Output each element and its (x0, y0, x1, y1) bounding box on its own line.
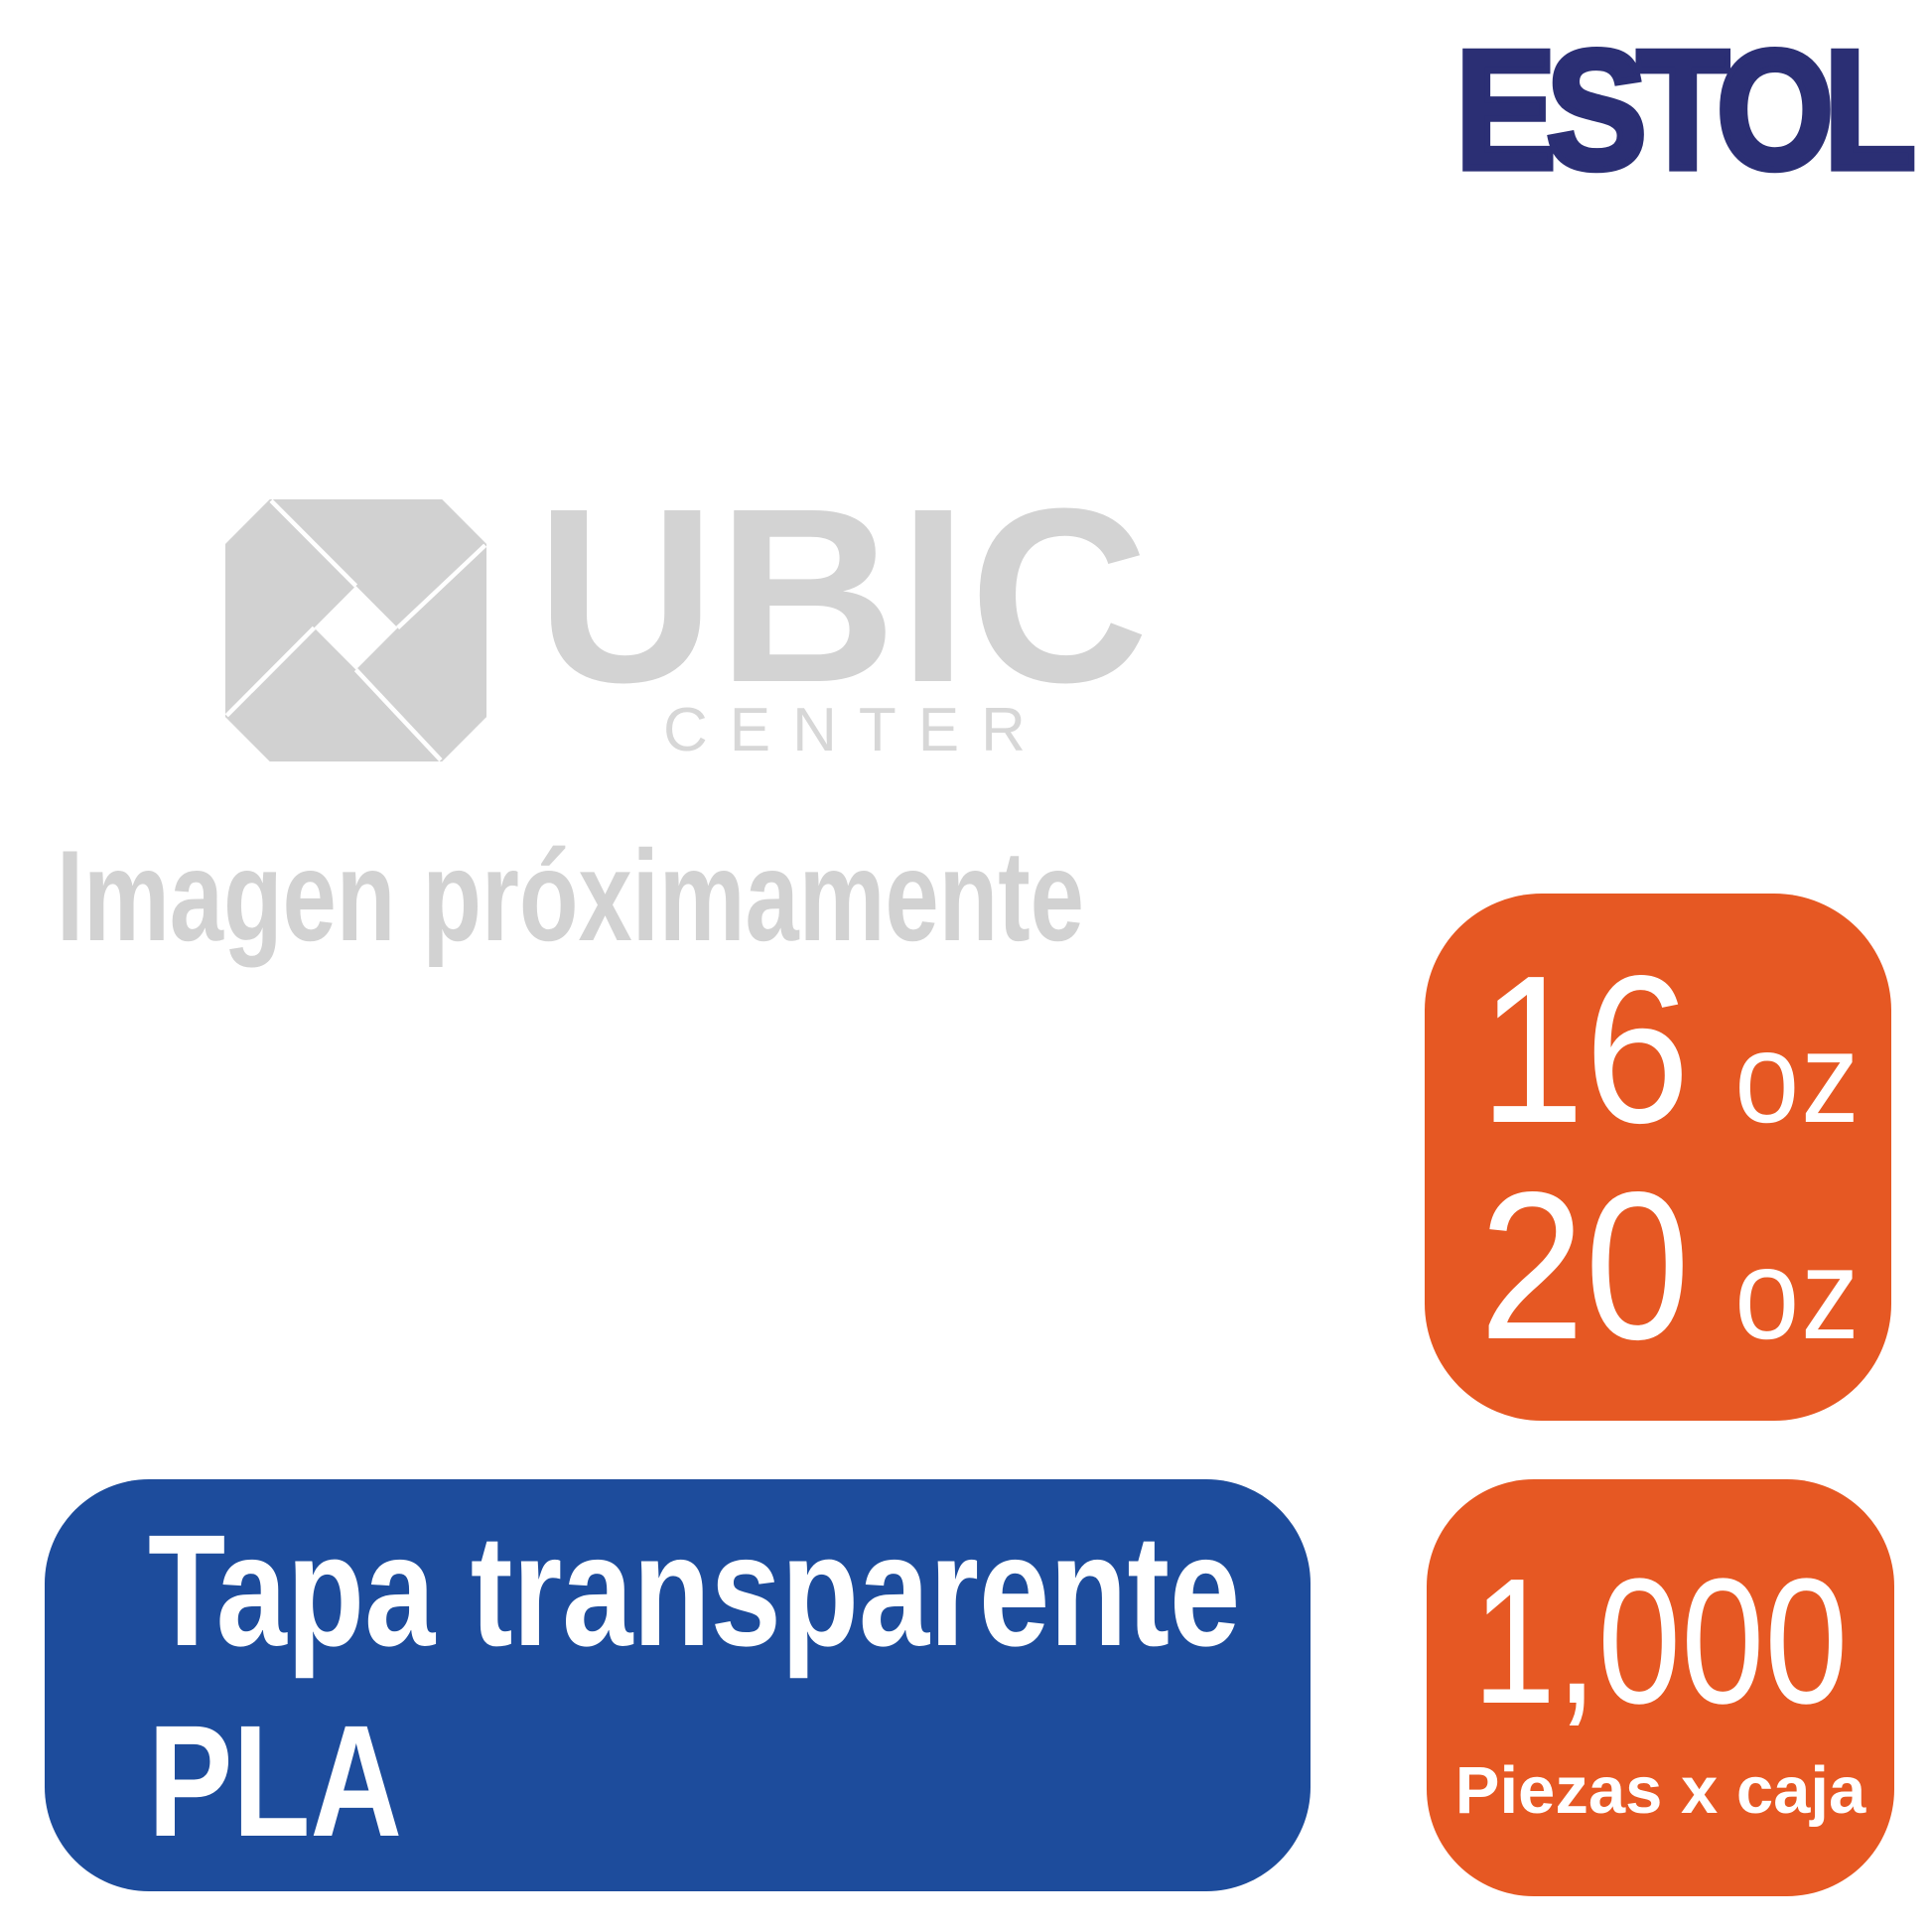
product-title-line1: Tapa transparente (148, 1500, 1241, 1679)
ubic-center-subtext: CENTER (663, 696, 1047, 764)
product-badge: Tapa transparente PLA (45, 1479, 1311, 1891)
size-unit: oz (1734, 1004, 1862, 1150)
size-value: 16 (1479, 930, 1691, 1167)
estol-brand-wordmark: ESTOL (1452, 12, 1919, 207)
product-title-line2: PLA (148, 1691, 402, 1869)
size-line-20oz: 20 oz (1479, 1147, 1860, 1383)
ubic-pinwheel-icon (225, 499, 486, 761)
size-unit: oz (1734, 1220, 1862, 1366)
quantity-label: Piezas x caja (1454, 1752, 1866, 1828)
image-placeholder-message: Imagen próximamente (57, 823, 1084, 968)
size-badge: 16 oz 20 oz (1425, 894, 1891, 1421)
ubic-wordmark: UBIC (536, 457, 1152, 734)
quantity-badge: 1,000 Piezas x caja (1427, 1479, 1894, 1896)
quantity-value: 1,000 (1472, 1541, 1849, 1741)
size-line-16oz: 16 oz (1479, 930, 1860, 1167)
size-value: 20 (1479, 1147, 1691, 1383)
